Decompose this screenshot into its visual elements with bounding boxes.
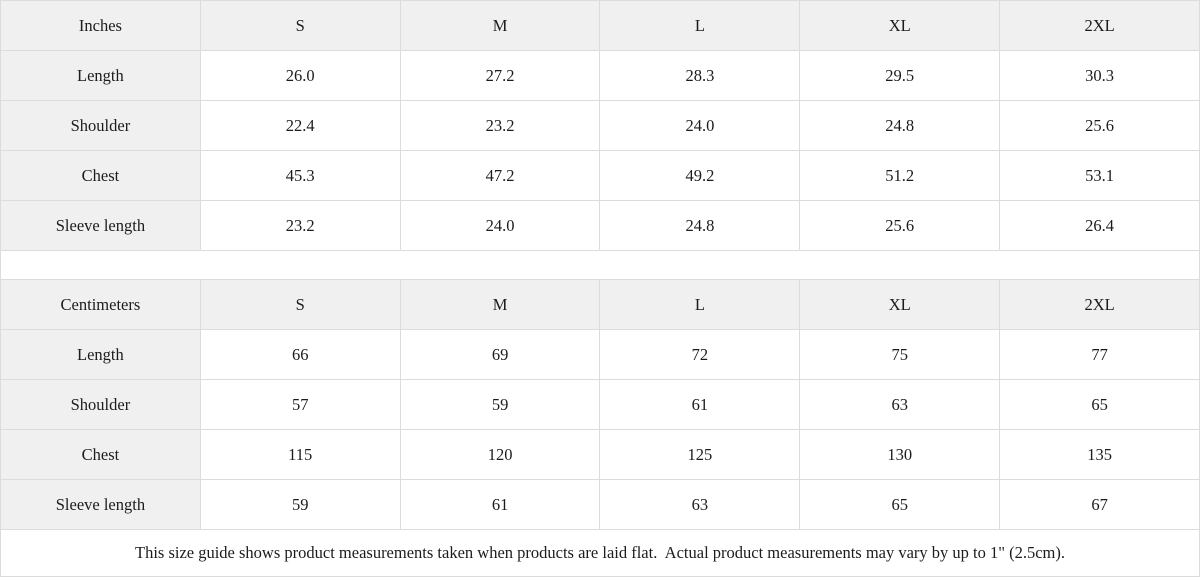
table-row: Chest 45.3 47.2 49.2 51.2 53.1 <box>0 150 1200 201</box>
table-row: Shoulder 57 59 61 63 65 <box>0 379 1200 430</box>
inches-header-row: Inches S M L XL 2XL <box>0 0 1200 51</box>
size-header-s: S <box>199 279 401 330</box>
footnote-text: This size guide shows product measuremen… <box>0 529 1200 577</box>
row-label: Sleeve length <box>0 479 201 530</box>
value-cell: 27.2 <box>399 50 601 101</box>
spacer-cell <box>0 250 1200 280</box>
value-cell: 69 <box>399 329 601 380</box>
value-cell: 47.2 <box>399 150 601 201</box>
value-cell: 25.6 <box>799 200 1001 251</box>
table-row: Length 66 69 72 75 77 <box>0 329 1200 380</box>
row-label: Chest <box>0 429 201 480</box>
value-cell: 59 <box>199 479 401 530</box>
value-cell: 67 <box>999 479 1200 530</box>
row-label: Length <box>0 329 201 380</box>
value-cell: 72 <box>599 329 801 380</box>
value-cell: 51.2 <box>799 150 1001 201</box>
value-cell: 26.0 <box>199 50 401 101</box>
row-label: Shoulder <box>0 100 201 151</box>
table-row: Chest 115 120 125 130 135 <box>0 429 1200 480</box>
value-cell: 24.0 <box>599 100 801 151</box>
value-cell: 30.3 <box>999 50 1200 101</box>
value-cell: 23.2 <box>199 200 401 251</box>
size-header-s: S <box>199 0 401 51</box>
table-row: Length 26.0 27.2 28.3 29.5 30.3 <box>0 50 1200 101</box>
value-cell: 63 <box>799 379 1001 430</box>
size-header-l: L <box>599 0 801 51</box>
value-cell: 125 <box>599 429 801 480</box>
value-cell: 22.4 <box>199 100 401 151</box>
value-cell: 135 <box>999 429 1200 480</box>
value-cell: 25.6 <box>999 100 1200 151</box>
value-cell: 59 <box>399 379 601 430</box>
value-cell: 77 <box>999 329 1200 380</box>
value-cell: 45.3 <box>199 150 401 201</box>
size-header-l: L <box>599 279 801 330</box>
value-cell: 23.2 <box>399 100 601 151</box>
size-header-2xl: 2XL <box>999 0 1200 51</box>
row-label: Length <box>0 50 201 101</box>
unit-label-centimeters: Centimeters <box>0 279 201 330</box>
table-gap-row <box>0 250 1200 280</box>
table-row: Shoulder 22.4 23.2 24.0 24.8 25.6 <box>0 100 1200 151</box>
size-header-xl: XL <box>799 0 1001 51</box>
unit-label-inches: Inches <box>0 0 201 51</box>
row-label: Sleeve length <box>0 200 201 251</box>
table-row: Sleeve length 23.2 24.0 24.8 25.6 26.4 <box>0 200 1200 251</box>
footnote-row: This size guide shows product measuremen… <box>0 529 1200 577</box>
value-cell: 53.1 <box>999 150 1200 201</box>
value-cell: 115 <box>199 429 401 480</box>
value-cell: 63 <box>599 479 801 530</box>
table-row: Sleeve length 59 61 63 65 67 <box>0 479 1200 530</box>
value-cell: 61 <box>399 479 601 530</box>
value-cell: 61 <box>599 379 801 430</box>
size-header-m: M <box>399 0 601 51</box>
size-header-m: M <box>399 279 601 330</box>
value-cell: 65 <box>999 379 1200 430</box>
value-cell: 130 <box>799 429 1001 480</box>
value-cell: 26.4 <box>999 200 1200 251</box>
value-cell: 65 <box>799 479 1001 530</box>
value-cell: 29.5 <box>799 50 1001 101</box>
value-cell: 49.2 <box>599 150 801 201</box>
value-cell: 24.0 <box>399 200 601 251</box>
size-header-xl: XL <box>799 279 1001 330</box>
centimeters-header-row: Centimeters S M L XL 2XL <box>0 279 1200 330</box>
value-cell: 75 <box>799 329 1001 380</box>
size-header-2xl: 2XL <box>999 279 1200 330</box>
row-label: Shoulder <box>0 379 201 430</box>
value-cell: 24.8 <box>599 200 801 251</box>
value-cell: 120 <box>399 429 601 480</box>
value-cell: 24.8 <box>799 100 1001 151</box>
value-cell: 28.3 <box>599 50 801 101</box>
row-label: Chest <box>0 150 201 201</box>
value-cell: 66 <box>199 329 401 380</box>
value-cell: 57 <box>199 379 401 430</box>
